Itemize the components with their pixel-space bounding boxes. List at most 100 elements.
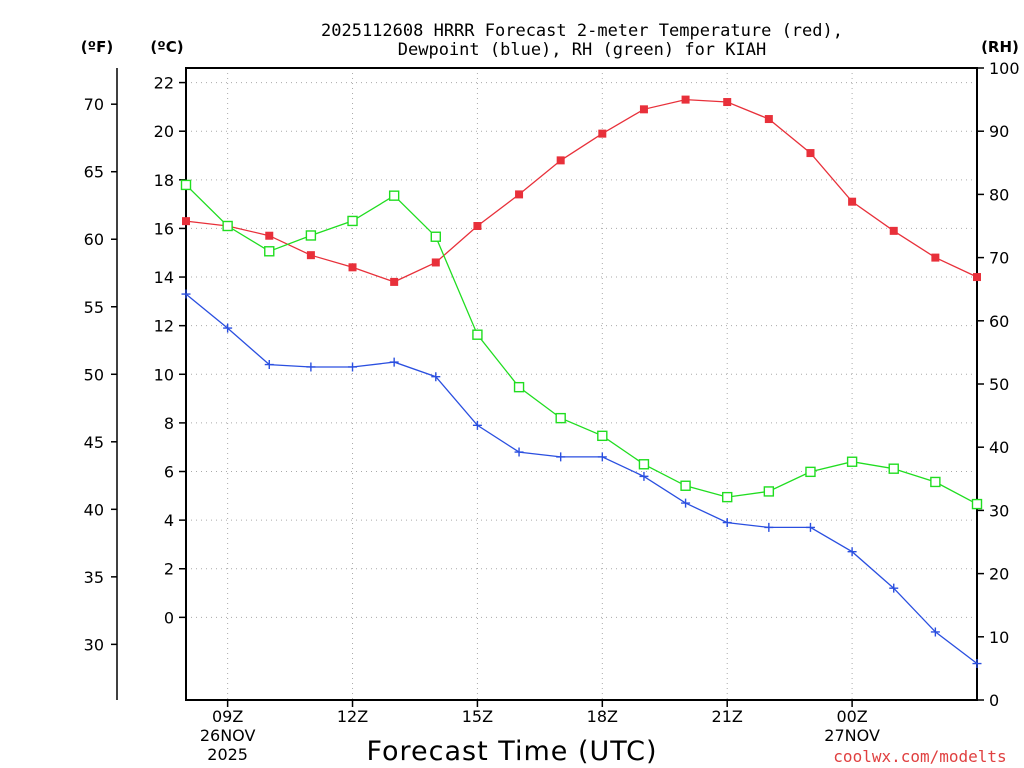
- dewpoint-point: [681, 498, 691, 508]
- x-tick-label: 18Z: [587, 707, 618, 726]
- rh-point: [222, 220, 233, 232]
- fahrenheit-axis-label: (ºF): [81, 38, 113, 56]
- rh-tick-label: 10: [989, 628, 1009, 647]
- temperature-point: [723, 98, 732, 107]
- x-axis-label: Forecast Time (UTC): [366, 736, 657, 767]
- dewpoint-point: [348, 362, 358, 372]
- temperature-point: [473, 222, 482, 230]
- fahrenheit-tick-label: 35: [84, 568, 104, 587]
- fahrenheit-tick-label: 30: [84, 635, 104, 654]
- dewpoint-point: [306, 362, 316, 372]
- chart-title-line1: 2025112608 HRRR Forecast 2-meter Tempera…: [321, 21, 843, 41]
- dewpoint-point: [264, 360, 274, 370]
- series-layer: [180, 95, 983, 669]
- temperature-point: [182, 217, 190, 226]
- x-tick-label: 00Z: [836, 707, 867, 726]
- dewpoint-point: [972, 659, 982, 669]
- rh-tick-label: 90: [989, 122, 1009, 141]
- x-tick-label: 12Z: [337, 707, 368, 726]
- fahrenheit-tick-label: 65: [84, 163, 104, 182]
- x-tick-label: 2025: [207, 745, 248, 764]
- celsius-tick-label: 22: [154, 74, 174, 93]
- rh-tick-label: 0: [989, 691, 999, 710]
- x-tick-label: 15Z: [462, 707, 493, 726]
- temperature-point: [681, 95, 690, 104]
- celsius-tick-label: 6: [164, 463, 174, 482]
- celsius-tick-label: 10: [154, 365, 174, 384]
- fahrenheit-tick-label: 60: [84, 230, 104, 249]
- rh-tick-label: 70: [989, 249, 1009, 268]
- rh-point: [888, 463, 899, 474]
- temperature-point: [515, 190, 524, 199]
- rh-point: [597, 430, 608, 442]
- temperature-point: [265, 231, 274, 240]
- temperature-point: [889, 226, 898, 235]
- celsius-tick-label: 12: [154, 317, 174, 336]
- fahrenheit-tick-label: 45: [84, 433, 104, 452]
- fahrenheit-tick-label: 50: [84, 365, 104, 384]
- rh-point: [305, 230, 317, 241]
- celsius-tick-label: 14: [154, 268, 174, 287]
- celsius-tick-label: 8: [164, 414, 174, 433]
- rh-point: [472, 329, 483, 340]
- dewpoint-line: [185, 293, 978, 665]
- dewpoint-point: [847, 547, 857, 557]
- celsius-tick-label: 20: [154, 122, 174, 141]
- rh-point: [722, 491, 733, 503]
- rh-line: [185, 184, 978, 505]
- rh-point: [763, 486, 775, 497]
- fahrenheit-tick-label: 40: [84, 500, 104, 519]
- celsius-tick-label: 4: [164, 511, 174, 530]
- rh-point: [680, 480, 691, 491]
- temperature-point: [848, 197, 857, 206]
- rh-point: [930, 476, 941, 488]
- temperature-point: [931, 253, 940, 262]
- x-tick-label: 21Z: [712, 707, 743, 726]
- plot-frame: [185, 67, 978, 701]
- rh-point: [971, 498, 983, 510]
- celsius-tick-label: 18: [154, 171, 174, 190]
- dewpoint-point: [181, 289, 191, 299]
- celsius-tick-label: 0: [164, 608, 174, 627]
- rh-tick-label: 100: [989, 59, 1020, 78]
- axes-layer: 30 35 40 45 50 55 60 65 70 0 2 4 6 8 10 12 14 16 18 20 22 0 10…: [84, 59, 1020, 764]
- x-tick-label: 27NOV: [824, 726, 880, 745]
- dewpoint-point: [639, 471, 649, 481]
- rh-point: [638, 459, 650, 470]
- rh-point: [388, 190, 400, 201]
- dewpoint-point: [722, 518, 732, 528]
- dewpoint-point: [472, 420, 482, 430]
- temperature-point: [390, 277, 399, 286]
- dewpoint-point: [514, 447, 524, 457]
- x-tick-label: 26NOV: [200, 726, 256, 745]
- temperature-point: [598, 129, 607, 138]
- rh-point: [180, 179, 192, 191]
- rh-tick-label: 30: [989, 501, 1009, 520]
- rh-tick-label: 50: [989, 375, 1009, 394]
- rh-point: [347, 215, 358, 227]
- temperature-point: [306, 251, 315, 260]
- temperature-point: [973, 273, 981, 282]
- dewpoint-point: [764, 522, 774, 532]
- dewpoint-point: [556, 452, 566, 462]
- temperature-point: [556, 156, 565, 165]
- temperature-point: [764, 115, 773, 124]
- rh-tick-label: 60: [989, 312, 1009, 331]
- temperature-point: [431, 258, 440, 267]
- fahrenheit-tick-label: 55: [84, 298, 104, 317]
- celsius-axis-label: (ºC): [150, 38, 183, 56]
- x-tick-label: 09Z: [212, 707, 243, 726]
- celsius-tick-label: 16: [154, 219, 174, 238]
- dewpoint-point: [889, 583, 899, 593]
- fahrenheit-tick-label: 70: [84, 95, 104, 114]
- dewpoint-point: [223, 323, 233, 333]
- rh-point: [264, 246, 275, 257]
- rh-point: [513, 381, 525, 393]
- grid-layer: [186, 68, 977, 700]
- dewpoint-point: [597, 452, 607, 462]
- rh-point: [805, 466, 816, 478]
- dewpoint-point: [930, 627, 940, 637]
- temperature-point: [639, 105, 648, 114]
- dewpoint-point: [805, 522, 815, 532]
